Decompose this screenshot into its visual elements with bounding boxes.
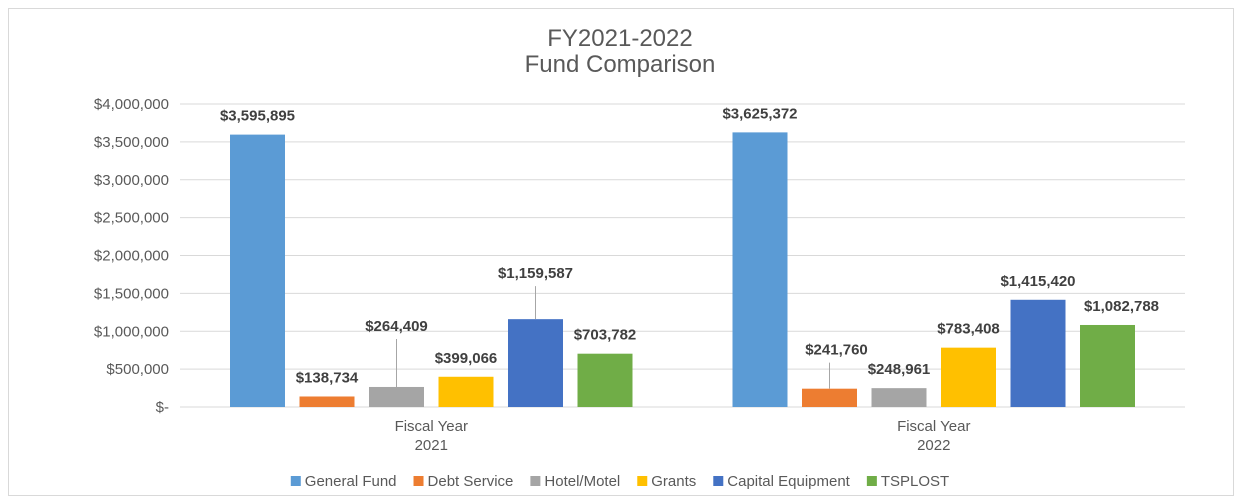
y-tick-label: $- <box>156 399 169 416</box>
data-label: $248,961 <box>868 361 931 378</box>
x-tick-label: Fiscal Year 2022 <box>897 418 970 454</box>
bar <box>1010 299 1066 407</box>
y-tick-label: $2,500,000 <box>94 210 169 227</box>
data-label: $3,625,372 <box>722 105 797 122</box>
y-tick-label: $3,000,000 <box>94 172 169 189</box>
y-tick-label: $3,500,000 <box>94 134 169 151</box>
legend-label: TSPLOST <box>881 473 949 490</box>
bar <box>941 347 996 407</box>
legend-swatch <box>413 476 424 486</box>
data-label: $1,159,587 <box>498 265 573 282</box>
bar <box>871 388 927 407</box>
y-tick-label: $1,500,000 <box>94 285 169 302</box>
y-tick-label: $2,000,000 <box>94 248 169 265</box>
legend-item: Grants <box>637 473 696 490</box>
bar <box>577 353 633 407</box>
legend-swatch <box>530 476 541 486</box>
data-label: $703,782 <box>574 327 637 344</box>
legend-label: General Fund <box>305 473 397 490</box>
data-label: $241,760 <box>805 342 868 359</box>
data-label: $138,734 <box>296 369 359 386</box>
bar <box>1080 324 1135 407</box>
data-label: $3,595,895 <box>220 108 295 125</box>
y-tick-label: $1,000,000 <box>94 323 169 340</box>
legend-swatch <box>866 476 877 486</box>
legend-label: Grants <box>651 473 696 490</box>
legend-swatch <box>713 476 724 486</box>
bar <box>508 319 563 407</box>
legend-item: Debt Service <box>413 473 514 490</box>
data-label: $783,408 <box>937 321 1000 338</box>
bar <box>299 396 355 407</box>
x-tick-label: Fiscal Year 2021 <box>395 418 468 454</box>
legend-item: Hotel/Motel <box>530 473 620 490</box>
bar <box>802 388 857 407</box>
y-tick-label: $4,000,000 <box>94 96 169 113</box>
legend-item: Capital Equipment <box>713 473 851 490</box>
legend-label: Debt Service <box>428 473 514 490</box>
legend-swatch <box>637 476 648 486</box>
legend-item: General Fund <box>290 473 397 490</box>
data-label: $1,082,788 <box>1084 298 1159 315</box>
bar <box>438 376 494 407</box>
bar <box>230 134 285 407</box>
chart-title: FY2021-2022 Fund Comparison <box>525 25 716 78</box>
legend-swatch <box>290 476 301 486</box>
y-tick-label: $500,000 <box>106 361 169 378</box>
legend-item: TSPLOST <box>866 473 949 490</box>
data-label: $399,066 <box>435 350 498 367</box>
data-label: $264,409 <box>365 318 428 335</box>
legend-label: Capital Equipment <box>727 473 850 490</box>
data-label: $1,415,420 <box>1000 273 1075 290</box>
chart-border <box>8 8 1234 496</box>
bar <box>369 386 424 407</box>
bar <box>732 132 788 408</box>
legend-label: Hotel/Motel <box>544 473 620 490</box>
